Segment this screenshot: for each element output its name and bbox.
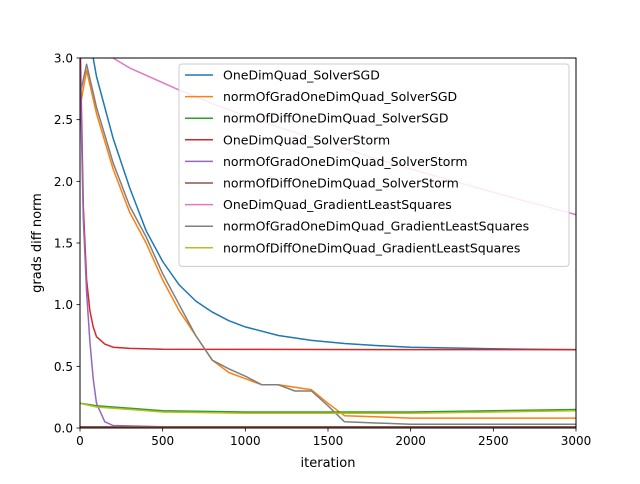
x-tick-label: 2000 (395, 434, 426, 448)
y-tick-label: 1.0 (54, 298, 73, 312)
x-axis: 0 500 1000 1500 2000 2500 3000 (76, 428, 591, 448)
legend-label: OneDimQuad_SolverSGD (223, 68, 380, 83)
legend-box (178, 63, 570, 267)
x-tick-label: 0 (76, 434, 84, 448)
legend: OneDimQuad_SolverSGD normOfGradOneDimQuad… (178, 63, 570, 267)
legend-label: normOfGradOneDimQuad_SolverStorm (223, 154, 468, 169)
series-line-1 (92, 58, 576, 351)
y-tick-label: 0.0 (54, 422, 73, 436)
x-tick-label: 500 (151, 434, 174, 448)
legend-label: normOfGradOneDimQuad_SolverSGD (223, 89, 457, 104)
legend-label: OneDimQuad_SolverStorm (223, 132, 390, 147)
x-tick-label: 1500 (313, 434, 344, 448)
y-tick-label: 1.5 (54, 237, 73, 251)
legend-label: normOfDiffOneDimQuad_SolverStorm (223, 176, 459, 191)
series-line-9 (80, 402, 576, 414)
y-tick-label: 2.5 (54, 113, 73, 127)
legend-label: normOfDiffOneDimQuad_GradientLeastSquare… (223, 240, 520, 255)
x-tick-label: 3000 (561, 434, 592, 448)
legend-label: normOfDiffOneDimQuad_SolverSGD (223, 111, 448, 126)
y-tick-label: 0.5 (54, 360, 73, 374)
series-line-8 (80, 63, 576, 426)
x-tick-label: 1000 (230, 434, 261, 448)
x-tick-label: 2500 (478, 434, 509, 448)
y-tick-label: 2.0 (54, 175, 73, 189)
series-line-3 (80, 402, 576, 413)
legend-label: OneDimQuad_GradientLeastSquares (223, 197, 452, 212)
y-axis: 0.0 0.5 1.0 1.5 2.0 2.5 3.0 (54, 52, 80, 436)
legend-label: normOfGradOneDimQuad_GradientLeastSquare… (223, 219, 529, 234)
y-tick-label: 3.0 (54, 52, 73, 66)
y-axis-label: grads diff norm (30, 193, 45, 293)
x-axis-label: iteration (301, 456, 356, 471)
